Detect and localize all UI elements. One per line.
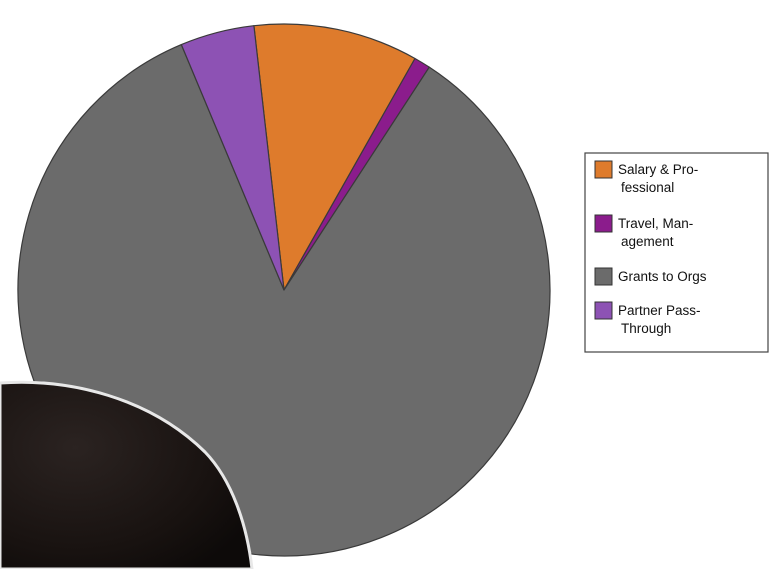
legend-swatch-travel-management	[594, 214, 613, 233]
legend-label-travel-management: Travel, Man-agement	[618, 216, 693, 249]
pie-slice-salary-professional	[253, 23, 416, 291]
legend-label-salary-professional: Salary & Pro-fessional	[618, 162, 698, 195]
legend-swatch-grants-to-orgs	[594, 267, 613, 286]
legend-swatch-salary-professional	[594, 160, 613, 179]
pie-slice-partner-pass-through	[180, 25, 285, 291]
legend-swatch-partner-pass-through	[594, 301, 613, 320]
legend-label-partner-pass-through: Partner Pass-Through	[618, 303, 701, 336]
legend-box	[584, 152, 769, 353]
legend-label-grants-to-orgs: Grants to Orgs	[618, 269, 707, 284]
photo-overlay	[0, 380, 254, 569]
legend: Salary & Pro-fessional Travel, Man-agemen…	[584, 152, 769, 353]
